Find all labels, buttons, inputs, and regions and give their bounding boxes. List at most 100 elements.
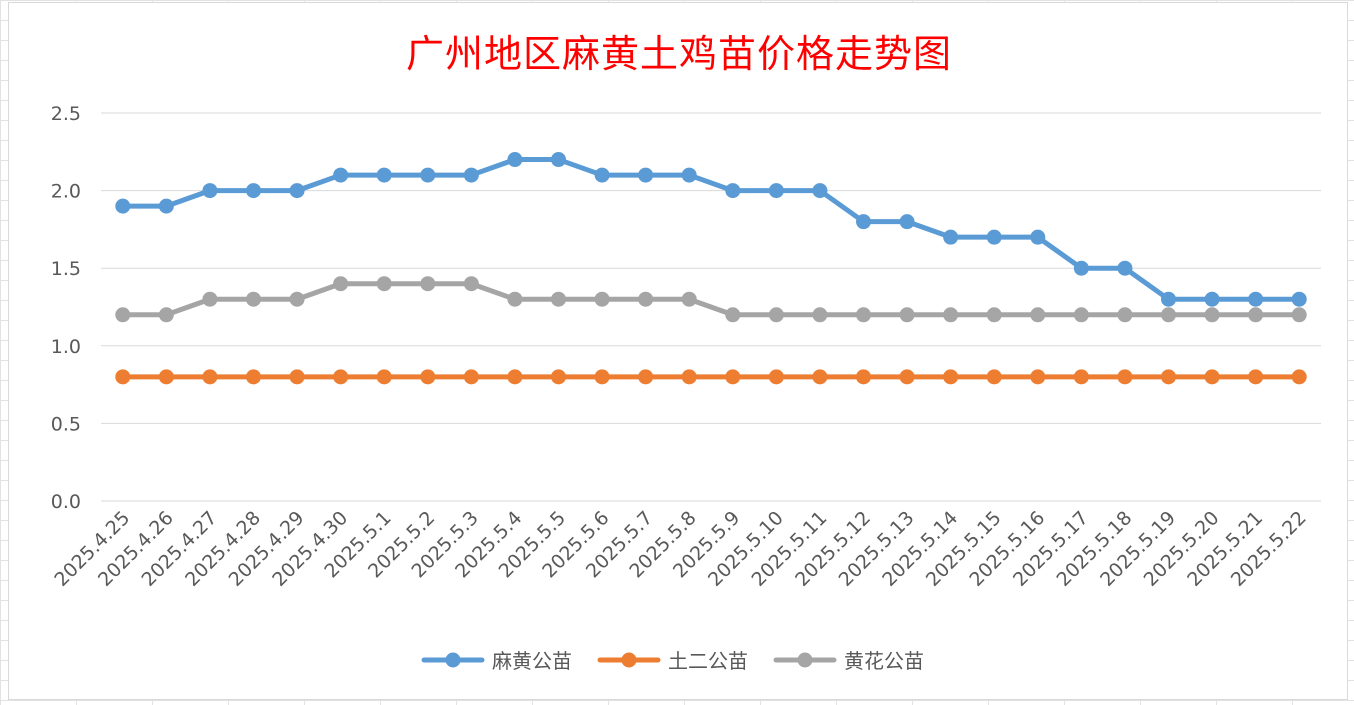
data-point: [943, 229, 959, 245]
data-point: [420, 167, 436, 183]
line-chart: 0.00.51.01.52.02.5 2025.4.252025.4.26202…: [50, 103, 1321, 673]
data-point: [594, 369, 610, 385]
legend-label: 麻黄公苗: [492, 649, 572, 673]
data-point: [1073, 260, 1089, 276]
legend-item-2[interactable]: 土二公苗: [597, 649, 748, 673]
data-point: [1204, 369, 1220, 385]
data-point: [551, 152, 566, 168]
y-tick-label: 0.0: [51, 491, 81, 513]
data-point: [158, 198, 174, 214]
data-point: [158, 307, 174, 323]
data-point: [333, 167, 349, 183]
data-point: [812, 183, 828, 199]
data-point: [246, 291, 261, 307]
data-point: [856, 214, 871, 230]
data-point: [420, 276, 436, 292]
data-point: [1117, 369, 1133, 385]
data-point: [725, 369, 741, 385]
data-point: [1248, 291, 1264, 307]
data-point: [1161, 369, 1176, 385]
data-point: [899, 214, 915, 230]
legend-item-1[interactable]: 麻黄公苗: [421, 649, 572, 673]
legend-swatch-marker: [797, 652, 813, 668]
data-point: [1117, 307, 1133, 323]
data-point: [246, 183, 261, 199]
series-3: [115, 276, 1307, 323]
data-point: [1204, 307, 1220, 323]
data-point: [551, 369, 566, 385]
data-point: [333, 276, 349, 292]
data-point: [899, 307, 915, 323]
data-point: [202, 291, 218, 307]
data-point: [376, 167, 392, 183]
y-tick-label: 0.5: [51, 413, 81, 435]
chart-area[interactable]: 广州地区麻黄土鸡苗价格走势图 0.0 0.5 1.0 1.5 2.0 2.5 2025.4…: [8, 2, 1348, 700]
data-point: [1248, 369, 1264, 385]
data-point: [333, 369, 349, 385]
data-point: [768, 183, 784, 199]
data-point: [551, 291, 566, 307]
data-point: [768, 307, 784, 323]
y-tick-label: 1.5: [51, 258, 81, 280]
data-point: [638, 291, 654, 307]
y-tick-label: 2.5: [51, 103, 81, 125]
data-point: [463, 276, 479, 292]
legend-swatch-marker: [445, 652, 461, 668]
legend-swatch-marker: [621, 652, 637, 668]
data-point: [1291, 307, 1307, 323]
data-point: [1117, 260, 1133, 276]
data-point: [594, 167, 610, 183]
data-point: [463, 369, 479, 385]
data-point: [376, 369, 392, 385]
data-point: [1291, 291, 1307, 307]
legend-item-3[interactable]: 黄花公苗: [773, 649, 924, 673]
data-point: [1161, 307, 1176, 323]
data-point: [115, 307, 131, 323]
legend-label: 黄花公苗: [844, 649, 924, 673]
data-point: [507, 369, 523, 385]
y-tick-label: 2.0: [51, 181, 81, 203]
data-point: [812, 307, 828, 323]
data-point: [856, 369, 871, 385]
data-point: [1204, 291, 1220, 307]
data-point: [376, 276, 392, 292]
data-point: [1161, 291, 1176, 307]
data-point: [1291, 369, 1307, 385]
data-point: [289, 369, 305, 385]
data-point: [725, 183, 741, 199]
chart-title: 广州地区麻黄土鸡苗价格走势图: [405, 32, 952, 76]
data-point: [681, 369, 697, 385]
data-point: [246, 369, 261, 385]
data-point: [115, 198, 131, 214]
data-point: [1030, 307, 1046, 323]
series-line: [120, 281, 1302, 318]
data-point: [420, 369, 436, 385]
data-point: [202, 369, 218, 385]
data-point: [158, 369, 174, 385]
data-point: [507, 291, 523, 307]
data-point: [856, 307, 871, 323]
data-point: [768, 369, 784, 385]
data-point: [681, 167, 697, 183]
data-point: [1073, 369, 1089, 385]
data-point: [638, 369, 654, 385]
series-line: [120, 157, 1302, 302]
data-point: [115, 369, 131, 385]
data-point: [943, 369, 959, 385]
data-point: [594, 291, 610, 307]
data-point: [1030, 229, 1046, 245]
data-point: [681, 291, 697, 307]
data-point: [289, 291, 305, 307]
data-point: [202, 183, 218, 199]
data-point: [289, 183, 305, 199]
data-point: [986, 369, 1002, 385]
data-point: [463, 167, 479, 183]
data-point: [507, 152, 523, 168]
data-point: [986, 307, 1002, 323]
data-point: [899, 369, 915, 385]
y-tick-label: 1.0: [51, 336, 81, 358]
legend-label: 土二公苗: [668, 649, 748, 673]
series-2: [115, 369, 1307, 385]
data-point: [725, 307, 741, 323]
data-point: [638, 167, 654, 183]
